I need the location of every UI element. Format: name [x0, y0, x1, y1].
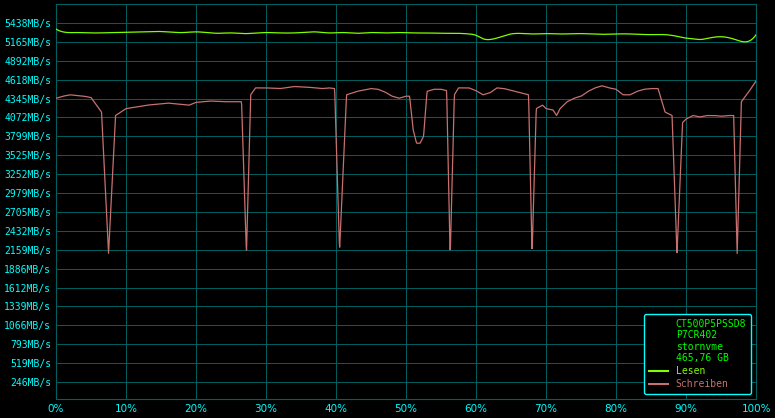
- Legend: CT500P5PSSD8
P7CR402
stornvme
465,76 GB, Lesen, Schreiben: CT500P5PSSD8 P7CR402 stornvme 465,76 GB,…: [644, 314, 751, 394]
